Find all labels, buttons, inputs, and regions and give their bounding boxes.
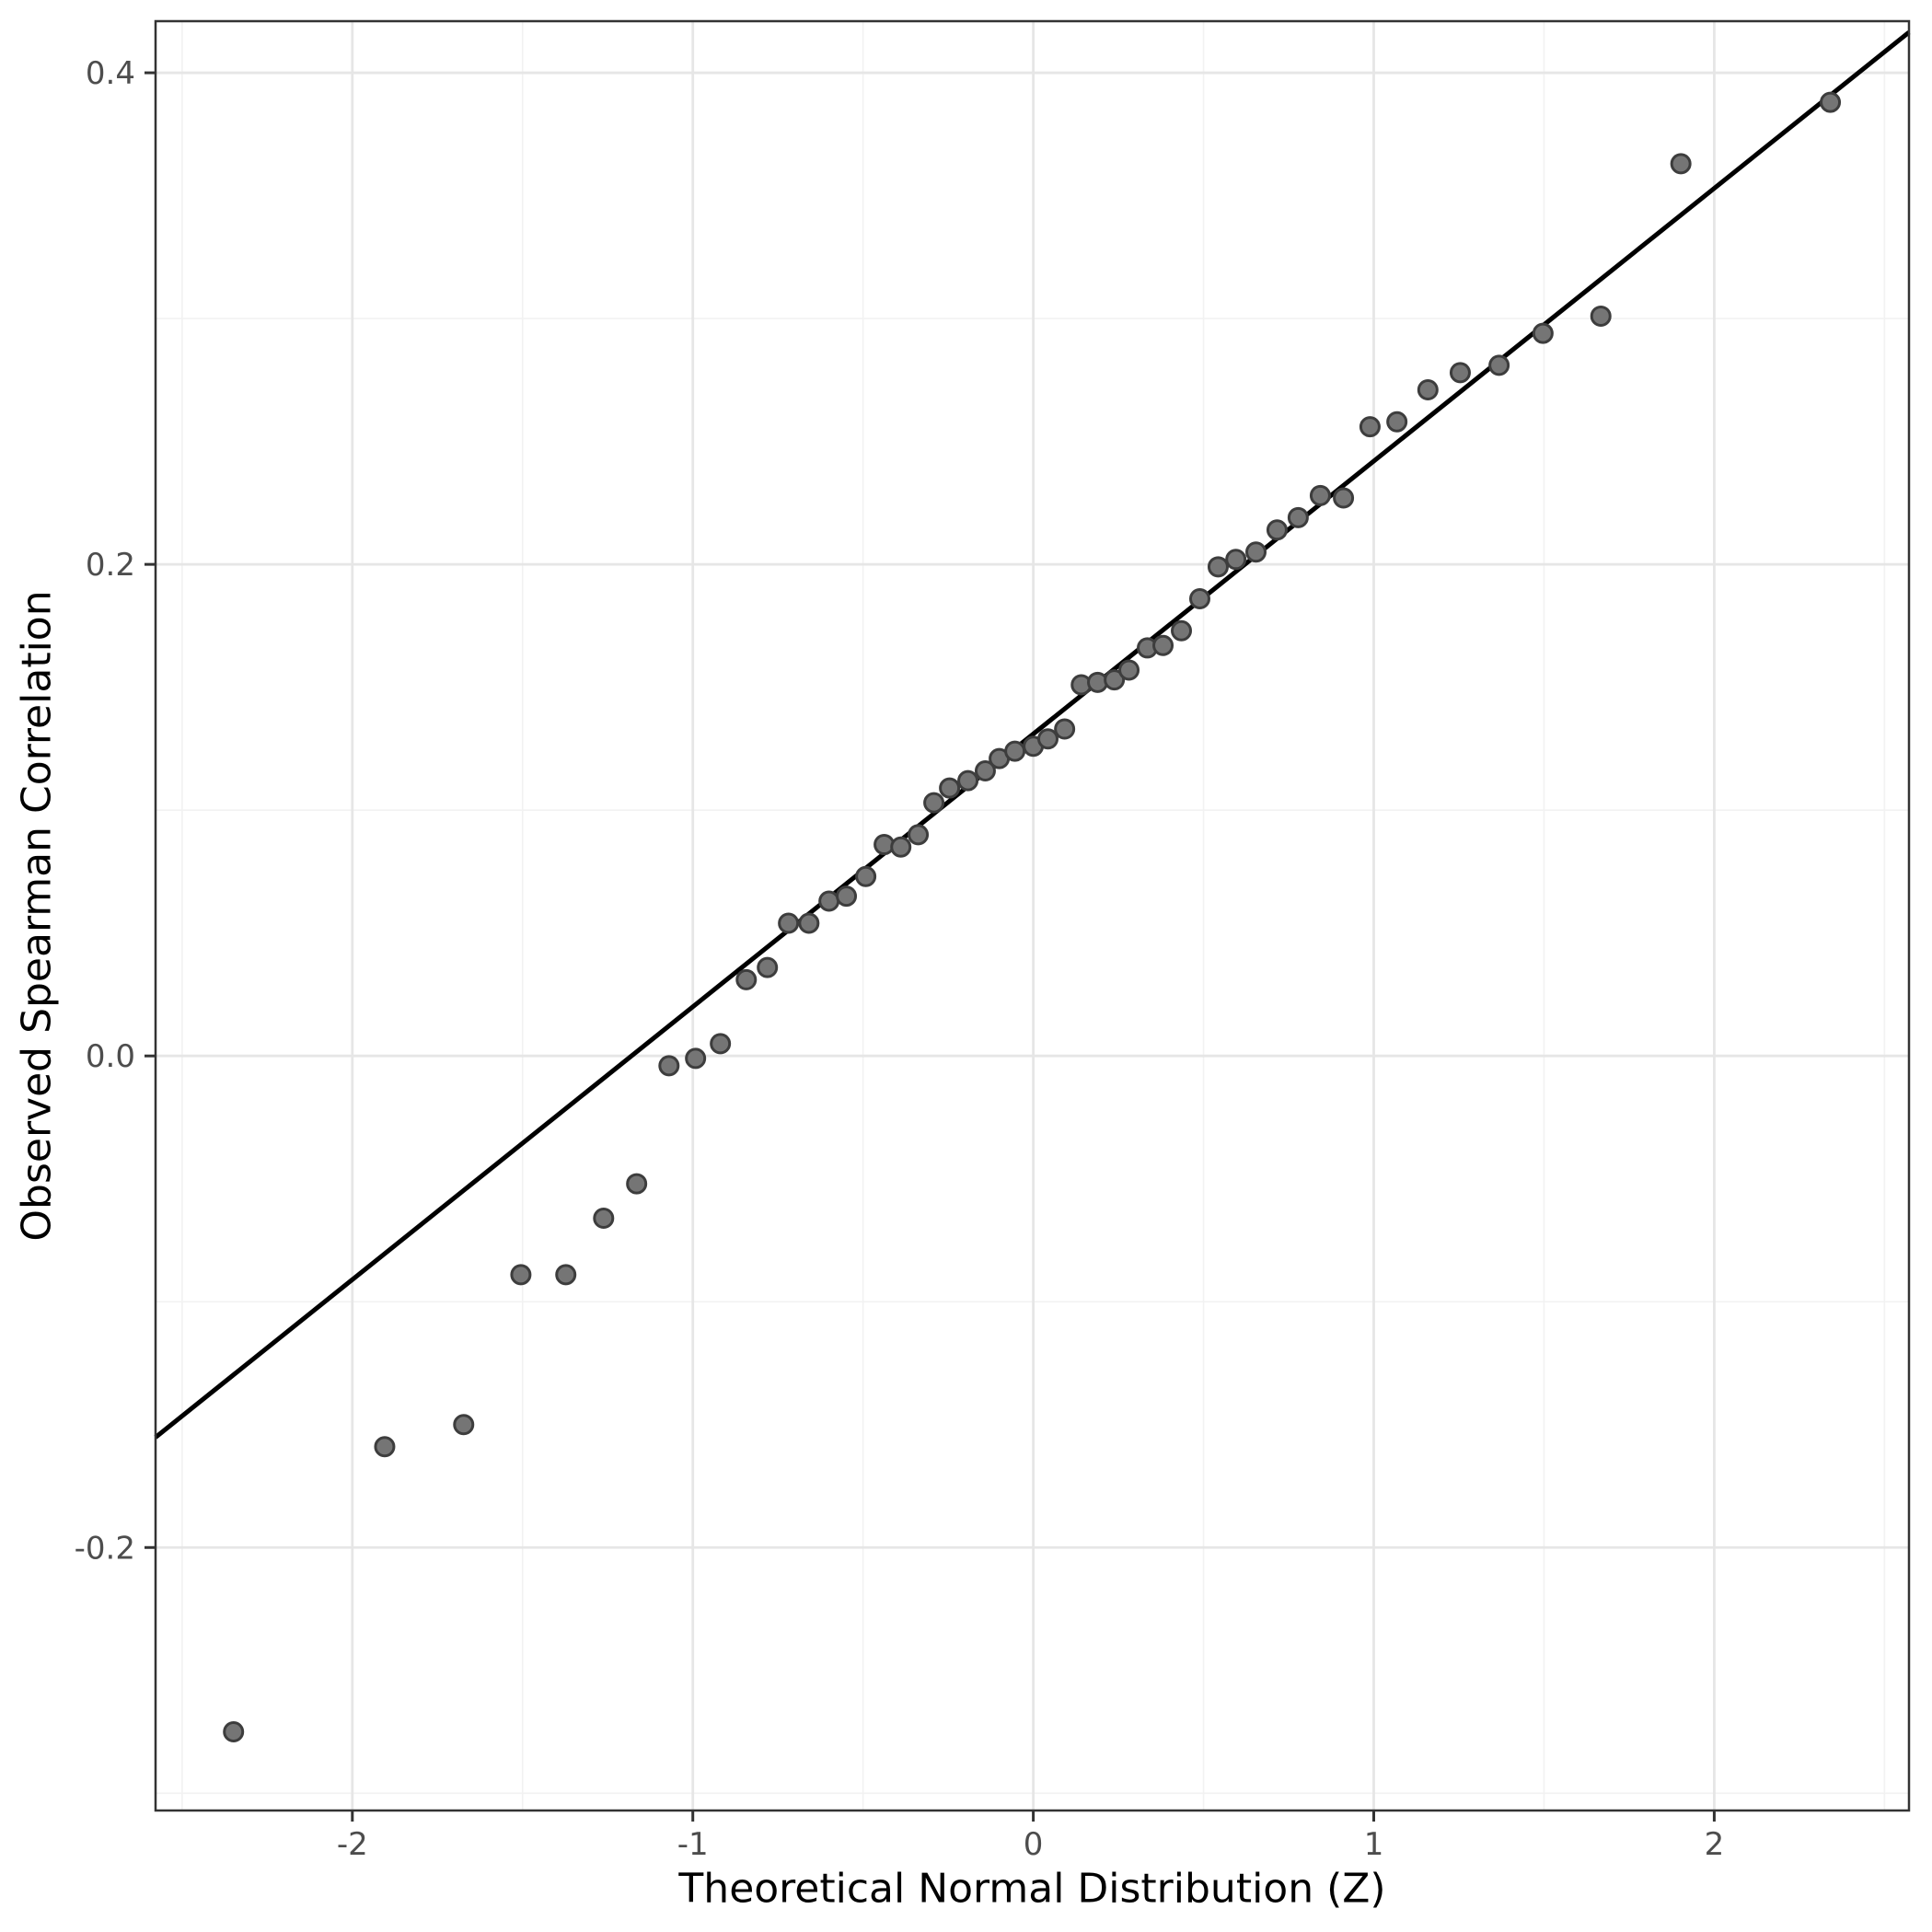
data-point xyxy=(1386,411,1408,433)
data-point xyxy=(855,865,877,887)
y-tick-label: 0.4 xyxy=(86,55,135,92)
data-point xyxy=(1820,91,1842,113)
data-point xyxy=(1590,305,1612,327)
qq-reference-line xyxy=(154,30,1911,1440)
data-point xyxy=(1104,669,1126,691)
data-point xyxy=(798,912,820,934)
data-point xyxy=(1449,362,1471,384)
x-tick-label: 1 xyxy=(1364,1826,1384,1863)
data-point xyxy=(1359,416,1381,438)
data-point xyxy=(778,912,800,934)
data-point xyxy=(1171,619,1193,642)
data-point xyxy=(908,824,930,846)
data-point xyxy=(1333,487,1355,509)
data-point xyxy=(1004,740,1026,762)
x-tick-label: -1 xyxy=(677,1826,709,1863)
data-point xyxy=(1670,153,1692,175)
data-point xyxy=(1118,659,1140,681)
data-point xyxy=(890,836,912,858)
data-point xyxy=(757,956,779,978)
data-point xyxy=(685,1047,707,1070)
data-point xyxy=(626,1173,648,1195)
data-point xyxy=(818,890,840,912)
data-point xyxy=(1152,634,1174,656)
data-point xyxy=(1488,354,1510,376)
x-axis-title: Theoretical Normal Distribution (Z) xyxy=(678,1865,1386,1913)
data-point xyxy=(710,1033,732,1055)
y-tick-label: -0.2 xyxy=(75,1530,135,1567)
data-point xyxy=(223,1721,245,1743)
data-point xyxy=(735,968,758,990)
data-point xyxy=(974,759,996,781)
data-point xyxy=(593,1207,615,1229)
x-tick-label: -2 xyxy=(337,1826,368,1863)
data-point xyxy=(510,1264,532,1286)
data-point xyxy=(658,1055,680,1077)
x-tick-label: 0 xyxy=(1024,1826,1044,1863)
y-tick-label: 0.2 xyxy=(86,547,135,584)
y-axis-title: Observed Spearman Correlation xyxy=(13,590,61,1242)
data-point xyxy=(555,1264,577,1286)
x-tick-label: 2 xyxy=(1705,1826,1725,1863)
data-point xyxy=(1188,588,1210,610)
data-point xyxy=(1532,322,1554,344)
data-point xyxy=(374,1436,396,1458)
data-point xyxy=(453,1414,475,1436)
data-point xyxy=(923,792,945,814)
data-point xyxy=(1207,556,1229,578)
data-point xyxy=(939,777,961,799)
data-point xyxy=(1054,718,1076,740)
data-point xyxy=(836,885,858,908)
data-point xyxy=(1287,506,1309,528)
data-point xyxy=(1037,728,1059,750)
data-point xyxy=(1309,484,1331,506)
data-point xyxy=(1417,379,1439,401)
data-point xyxy=(1245,541,1267,563)
y-tick-label: 0.0 xyxy=(86,1038,135,1075)
data-point xyxy=(1225,549,1247,571)
data-point xyxy=(1266,519,1288,541)
data-point xyxy=(957,769,979,792)
